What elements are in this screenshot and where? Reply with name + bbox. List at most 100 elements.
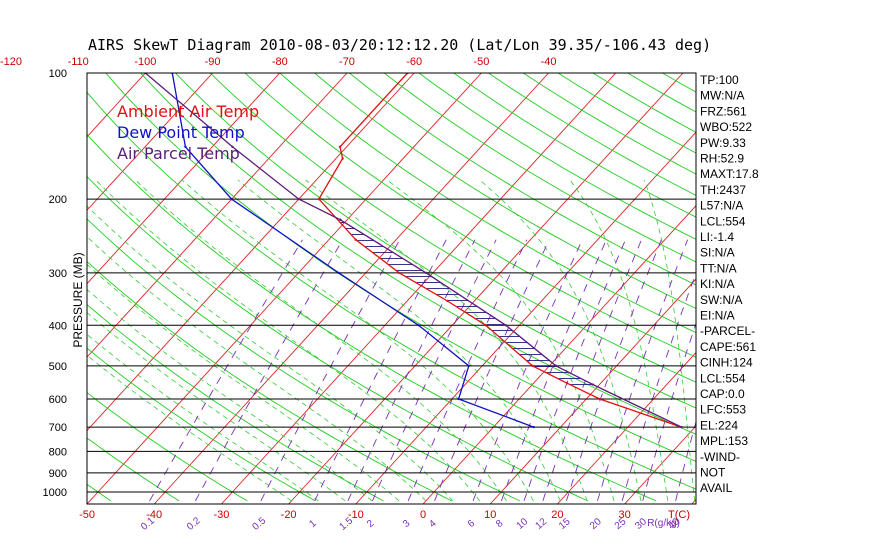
dry-adiabat-line [174,73,696,409]
mixing-ratio-line [523,239,626,502]
bottom-temp-tick-label: -20 [281,509,297,521]
mixing-ratio-tick-label: 2 [365,518,377,530]
pressure-tick-label: 100 [49,68,67,80]
pressure-tick-label: 400 [49,320,67,332]
stat-line: LI:-1.4 [700,230,734,244]
temp-unit-label: T(C) [668,509,690,521]
bottom-temp-tick-label: 20 [551,509,563,521]
isotherm-line [87,73,415,432]
isotherm-line [624,491,636,504]
moist-adiabat-line [87,205,454,502]
stat-line: SW:N/A [700,293,742,307]
isotherm-line [221,491,233,504]
profile-point [317,197,321,201]
stat-line: LFC:553 [700,403,746,417]
pressure-tick-label: 200 [49,194,67,206]
isotherm-line [87,491,99,504]
pressure-tick-label: 1000 [43,487,67,499]
isotherm-line [568,351,696,493]
isotherm-line [433,204,696,493]
legend-dew-point-temp: Dew Point Temp [117,123,245,142]
stat-line: MPL:153 [700,434,748,448]
isotherm-line [87,73,281,285]
profile-point [424,271,428,275]
moist-adiabat-line [87,263,400,502]
profile-point [341,157,344,160]
bottom-temp-tick-label: -50 [79,509,95,521]
moist-adiabat-line [87,333,319,502]
stat-line: AVAIL [700,481,733,495]
isotherm-line [366,131,696,493]
top-temp-tick-label: -60 [406,56,422,68]
top-temp-tick-label: -100 [134,56,156,68]
mixing-ratio-line [621,271,696,502]
profile-point [354,238,357,241]
profile-point [467,364,470,368]
mixing-ratio-tick-label: 0.2 [185,515,203,533]
top-temp-tick-label: -80 [272,56,288,68]
moist-adiabat-line [87,312,346,502]
isotherm-line [164,73,549,493]
mixing-ratio-line [347,239,476,502]
mixing-ratio-tick-label: 1 [307,518,319,530]
stat-line: FRZ:561 [700,104,747,118]
profile-point [337,271,340,275]
isotherm-line [557,491,569,504]
isotherm-line [97,73,482,493]
dew-point-temp-line [171,73,534,428]
pressure-tick-label: 600 [49,394,67,406]
mixing-ratio-tick-label: 4 [427,518,439,530]
stat-line: -PARCEL- [700,324,755,338]
top-temp-tick-label: -90 [205,56,221,68]
profile-point [484,324,487,327]
stat-line: CAP:0.0 [700,387,745,401]
top-temp-tick-label: -70 [339,56,355,68]
profile-point [532,425,535,429]
chart-title: AIRS SkewT Diagram 2010-08-03/20:12:12.2… [88,36,711,54]
moist-adiabat-line [237,179,561,502]
profiles [144,73,683,429]
mixing-ratio-tick-label: 8 [494,518,506,530]
isotherm-line [422,491,435,504]
stat-line: PW:9.33 [700,136,746,150]
isotherm-line [87,73,213,211]
moist-adiabat-line [305,179,588,502]
profile-point [417,324,420,327]
bottom-temp-tick-label: 30 [618,509,630,521]
isotherm-line [20,492,31,504]
isotherm-line [299,73,684,493]
dry-adiabat-line [279,73,696,334]
dry-adiabat-line [418,73,696,240]
profile-point [297,197,300,201]
profile-point [231,145,234,148]
profile-point [598,397,601,401]
isotherm-line [288,491,300,504]
pressure-tick-label: 500 [49,361,67,373]
dry-adiabat-line [87,347,316,502]
plot-frame [86,72,697,505]
dry-adiabat-line [87,483,112,502]
mixing-ratio-line [371,239,497,502]
mixing-ratio-line [642,322,696,502]
stat-line: LCL:554 [700,371,746,385]
dry-adiabat-line [0,69,43,501]
mixing-ratio-tick-label: 6 [466,518,478,530]
moist-adiabat-line [643,179,696,501]
dry-adiabat-line [794,69,870,501]
profile-point [230,197,233,201]
dry-adiabat-line [87,175,589,502]
profile-point [565,382,569,385]
pressure-tick-label: 700 [49,422,67,434]
isotherm-line [489,491,502,504]
bottom-temp-tick-label: -40 [146,509,162,521]
profile-point [398,271,401,275]
profile-point [184,145,187,148]
moist-adiabat-line [135,179,507,502]
stat-line: MW:N/A [700,89,744,103]
stat-line: TP:100 [700,73,739,87]
dry-adiabat-line [383,73,696,263]
dry-adiabat-line [87,437,180,502]
isotherm-line [0,73,11,492]
